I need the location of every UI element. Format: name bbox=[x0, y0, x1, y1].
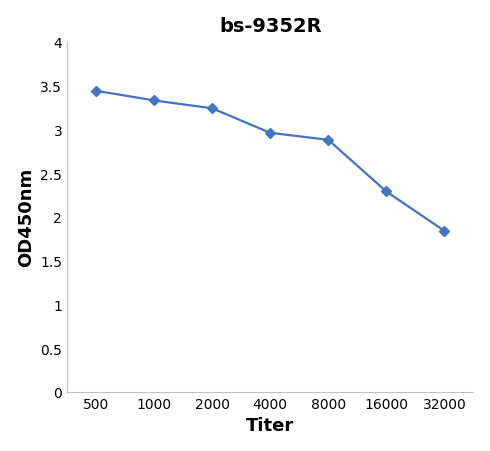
Title: bs-9352R: bs-9352R bbox=[219, 17, 321, 36]
X-axis label: Titer: Titer bbox=[246, 416, 294, 434]
Y-axis label: OD450nm: OD450nm bbox=[17, 168, 35, 267]
